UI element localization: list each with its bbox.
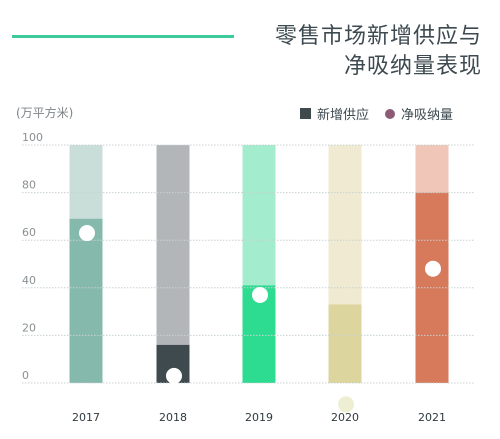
bar-supply-2017 [69, 218, 103, 383]
title-rule [12, 35, 234, 38]
y-tick-label-0: 0 [22, 369, 29, 382]
x-tick-label-2019: 2019 [245, 411, 273, 424]
bar-supply-2021 [415, 192, 449, 383]
dot-absorption-2020 [338, 396, 354, 413]
y-tick-label-80: 80 [22, 179, 36, 192]
title-line-1: 零售市场新增供应与 [274, 24, 482, 49]
y-unit-label: (万平方米) [16, 106, 74, 120]
y-tick-label-40: 40 [22, 274, 36, 287]
x-tick-label-2017: 2017 [72, 411, 100, 424]
x-tick-label-2018: 2018 [159, 411, 187, 424]
dot-absorption-2019 [252, 286, 268, 303]
dot-absorption-2017 [79, 225, 95, 242]
y-tick-label-100: 100 [22, 131, 43, 144]
dot-absorption-2018 [166, 367, 182, 384]
x-tick-label-2020: 2020 [331, 411, 359, 424]
legend: 新增供应 净吸纳量 [300, 104, 453, 123]
x-tick-label-2021: 2021 [418, 411, 446, 424]
bar-supply-2020 [328, 304, 362, 383]
dot-absorption-2021 [425, 260, 441, 277]
chart-title: 零售市场新增供应与 净吸纳量表现 [275, 22, 482, 82]
y-tick-label-20: 20 [22, 321, 36, 334]
y-tick-label-60: 60 [22, 226, 36, 239]
title-line-2: 净吸纳量表现 [343, 54, 482, 79]
legend-absorption-swatch [385, 108, 396, 119]
legend-supply-swatch [300, 108, 311, 119]
legend-supply-label: 新增供应 [317, 108, 370, 123]
legend-absorption-label: 净吸纳量 [401, 108, 454, 123]
bar-track-2018 [156, 145, 190, 383]
